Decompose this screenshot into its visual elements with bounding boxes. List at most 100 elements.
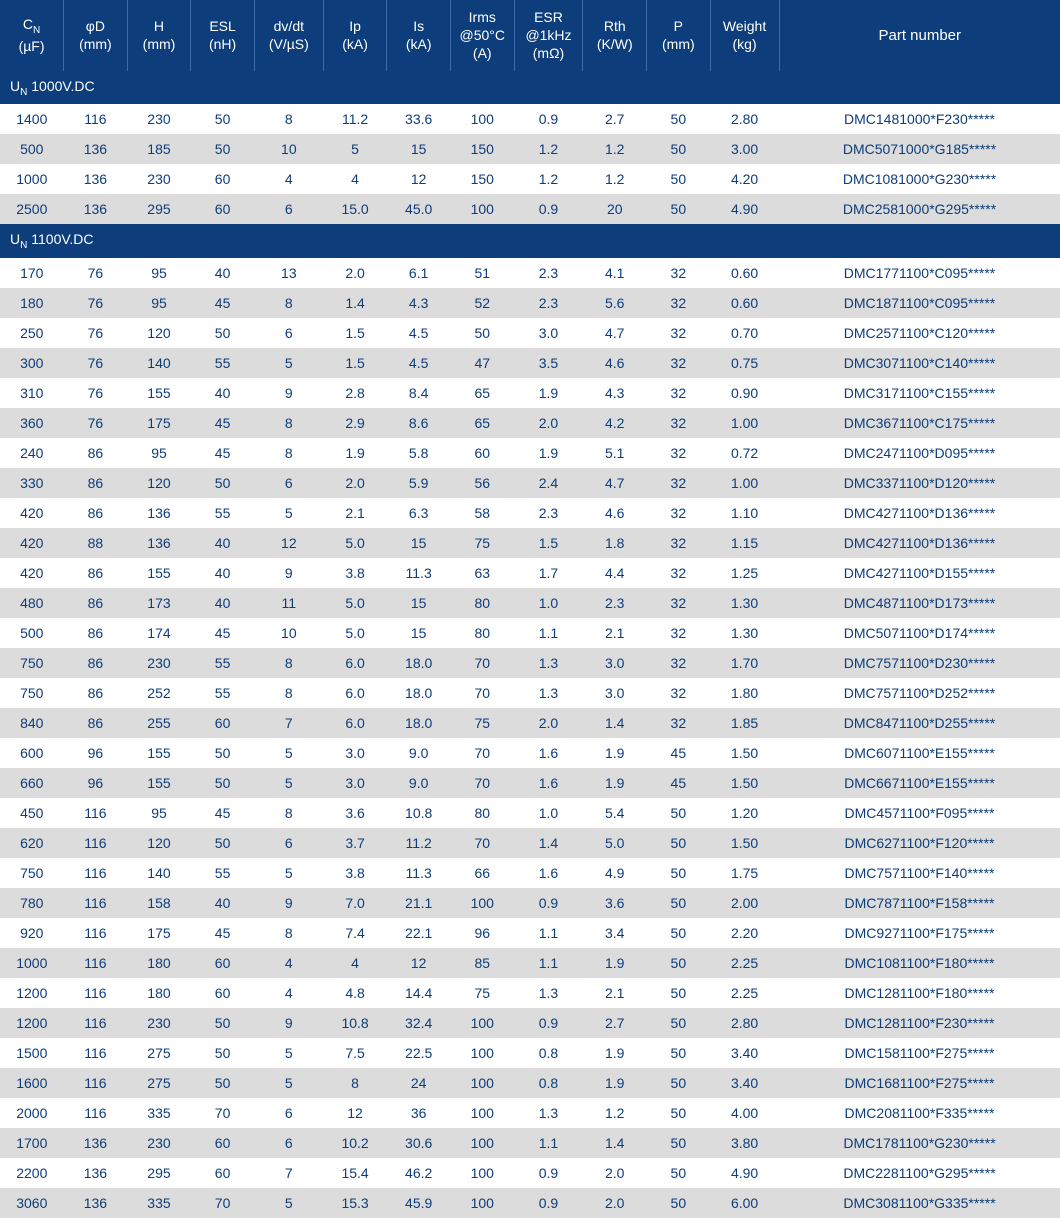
cell-phid: 86: [64, 708, 128, 738]
table-row: 120011623050910.832.41000.92.7502.80DMC1…: [0, 1008, 1060, 1038]
table-row: 9201161754587.422.1961.13.4502.20DMC9271…: [0, 918, 1060, 948]
cell-cn: 750: [0, 858, 64, 888]
cell-esr: 0.9: [514, 104, 583, 134]
cell-h: 158: [127, 888, 191, 918]
cell-dvdt: 10: [254, 134, 323, 164]
table-row: 420861365552.16.3582.34.6321.10DMC427110…: [0, 498, 1060, 528]
cell-partnum: DMC6071100*E155*****: [779, 738, 1060, 768]
cell-dvdt: 8: [254, 438, 323, 468]
cell-rth: 1.4: [583, 708, 647, 738]
cell-partnum: DMC8471100*D255*****: [779, 708, 1060, 738]
cell-rth: 3.6: [583, 888, 647, 918]
cell-esl: 60: [191, 194, 255, 224]
section-title: UN 1000V.DC: [0, 71, 1060, 105]
cell-rth: 1.9: [583, 1038, 647, 1068]
cell-cn: 500: [0, 134, 64, 164]
cell-dvdt: 4: [254, 164, 323, 194]
cell-dvdt: 8: [254, 678, 323, 708]
cell-ip: 15.4: [323, 1158, 387, 1188]
cell-h: 155: [127, 768, 191, 798]
cell-esl: 55: [191, 648, 255, 678]
cell-esl: 45: [191, 798, 255, 828]
cell-h: 95: [127, 438, 191, 468]
cell-is: 32.4: [387, 1008, 451, 1038]
cell-dvdt: 4: [254, 978, 323, 1008]
cell-p: 50: [647, 104, 711, 134]
cell-irms: 100: [450, 1098, 514, 1128]
cell-phid: 136: [64, 1158, 128, 1188]
cell-weight: 3.40: [710, 1068, 779, 1098]
cell-p: 32: [647, 588, 711, 618]
cell-partnum: DMC4871100*D173*****: [779, 588, 1060, 618]
cell-partnum: DMC1481000*F230*****: [779, 104, 1060, 134]
cell-phid: 86: [64, 498, 128, 528]
cell-p: 50: [647, 1008, 711, 1038]
table-body: UN 1000V.DC140011623050811.233.61000.92.…: [0, 71, 1060, 1218]
cell-cn: 750: [0, 648, 64, 678]
cell-is: 11.3: [387, 558, 451, 588]
cell-p: 50: [647, 1068, 711, 1098]
cell-h: 136: [127, 498, 191, 528]
cell-irms: 65: [450, 378, 514, 408]
cell-ip: 7.4: [323, 918, 387, 948]
cell-h: 252: [127, 678, 191, 708]
cell-cn: 600: [0, 738, 64, 768]
cell-p: 50: [647, 1128, 711, 1158]
cell-rth: 4.9: [583, 858, 647, 888]
cell-esr: 0.9: [514, 1158, 583, 1188]
cell-is: 15: [387, 134, 451, 164]
table-row: 310761554092.88.4651.94.3320.90DMC317110…: [0, 378, 1060, 408]
cell-cn: 780: [0, 888, 64, 918]
cell-phid: 86: [64, 618, 128, 648]
cell-rth: 1.9: [583, 948, 647, 978]
table-row: 18076954581.44.3522.35.6320.60DMC1871100…: [0, 288, 1060, 318]
cell-p: 32: [647, 288, 711, 318]
cell-dvdt: 6: [254, 468, 323, 498]
cell-cn: 1200: [0, 1008, 64, 1038]
cell-weight: 2.20: [710, 918, 779, 948]
cell-partnum: DMC7571100*D252*****: [779, 678, 1060, 708]
cell-p: 32: [647, 348, 711, 378]
cell-ip: 15.0: [323, 194, 387, 224]
cell-h: 95: [127, 288, 191, 318]
cell-h: 175: [127, 408, 191, 438]
cell-p: 50: [647, 1038, 711, 1068]
cell-irms: 66: [450, 858, 514, 888]
cell-partnum: DMC2571100*C120*****: [779, 318, 1060, 348]
cell-rth: 1.9: [583, 768, 647, 798]
cell-weight: 1.70: [710, 648, 779, 678]
cell-weight: 0.72: [710, 438, 779, 468]
table-row: 250013629560615.045.01000.920504.90DMC25…: [0, 194, 1060, 224]
cell-dvdt: 8: [254, 288, 323, 318]
cell-partnum: DMC1281100*F230*****: [779, 1008, 1060, 1038]
cell-h: 295: [127, 1158, 191, 1188]
cell-is: 15: [387, 618, 451, 648]
col-header-dvdt: dv/dt(V/µS): [254, 0, 323, 71]
cell-weight: 1.00: [710, 468, 779, 498]
cell-dvdt: 6: [254, 1128, 323, 1158]
cell-rth: 5.4: [583, 798, 647, 828]
cell-partnum: DMC1081000*G230*****: [779, 164, 1060, 194]
cell-rth: 1.2: [583, 164, 647, 194]
cell-esr: 1.3: [514, 648, 583, 678]
cell-esr: 0.8: [514, 1038, 583, 1068]
cell-rth: 2.7: [583, 104, 647, 134]
cell-p: 50: [647, 798, 711, 828]
cell-dvdt: 6: [254, 194, 323, 224]
col-header-cn: CN(µF): [0, 0, 64, 71]
cell-rth: 3.4: [583, 918, 647, 948]
cell-esr: 1.3: [514, 678, 583, 708]
cell-phid: 136: [64, 164, 128, 194]
cell-esl: 50: [191, 738, 255, 768]
cell-partnum: DMC5071100*D174*****: [779, 618, 1060, 648]
cell-rth: 2.3: [583, 588, 647, 618]
cell-ip: 1.5: [323, 348, 387, 378]
cell-cn: 2000: [0, 1098, 64, 1128]
cell-cn: 310: [0, 378, 64, 408]
cell-is: 24: [387, 1068, 451, 1098]
col-header-weight: Weight(kg): [710, 0, 779, 71]
cell-is: 5.8: [387, 438, 451, 468]
cell-esl: 45: [191, 288, 255, 318]
cell-cn: 330: [0, 468, 64, 498]
cell-irms: 75: [450, 978, 514, 1008]
